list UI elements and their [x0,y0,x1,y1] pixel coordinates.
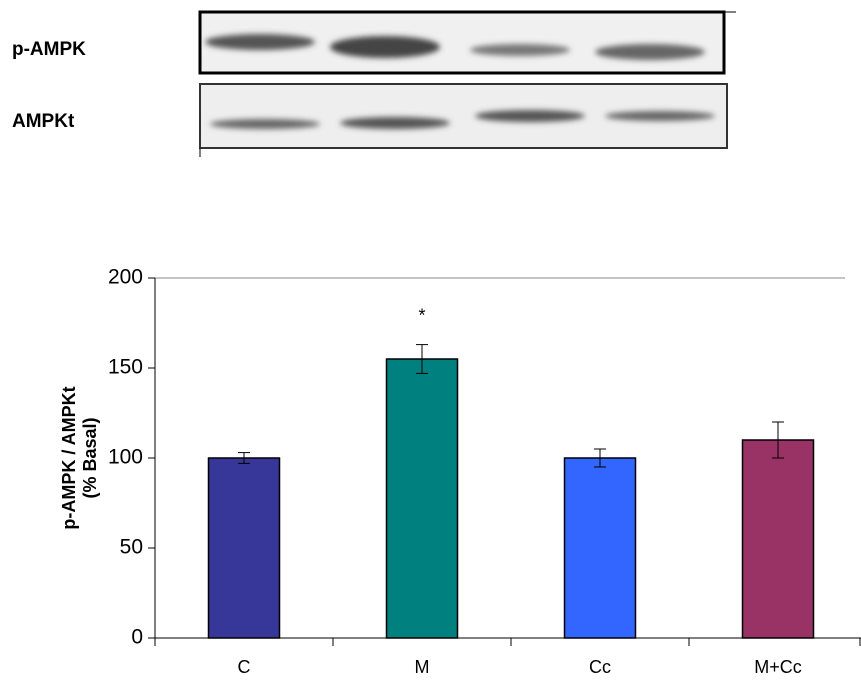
x-tick-label: M [415,657,430,677]
band [470,44,570,56]
blot-label: AMPKt [12,111,75,132]
bar [565,458,636,638]
x-tick-label: C [238,657,251,677]
y-tick-label: 0 [131,626,143,649]
y-tick-label: 200 [108,266,143,289]
band [595,44,705,60]
x-tick-label: Cc [589,657,611,677]
band [210,119,320,129]
band [330,36,440,58]
y-tick-label: 50 [120,536,143,559]
band [475,110,585,122]
y-axis-title: p-AMPK / AMPKt (% Basal) [59,386,100,529]
y-axis-title-line: (% Basal) [80,417,100,498]
y-tick-label: 150 [108,356,143,379]
figure: p-AMPK AMPKt p-AMPK / AMPKt (% Basal) 0 5… [0,0,861,681]
page: p-AMPK AMPKt p-AMPK / AMPKt (% Basal) 0 5… [0,0,861,681]
band [605,111,715,121]
bar [387,359,458,638]
band [340,117,450,129]
y-axis-title-line: p-AMPK / AMPKt [59,386,79,529]
x-tick-label: M+Cc [754,657,802,677]
western-blot: p-AMPK AMPKt [12,12,736,157]
band [205,34,315,50]
blot-label: p-AMPK [12,39,86,60]
significance-marker: * [418,305,425,325]
bar [209,458,280,638]
y-tick-label: 100 [108,446,143,469]
bar [743,440,814,638]
